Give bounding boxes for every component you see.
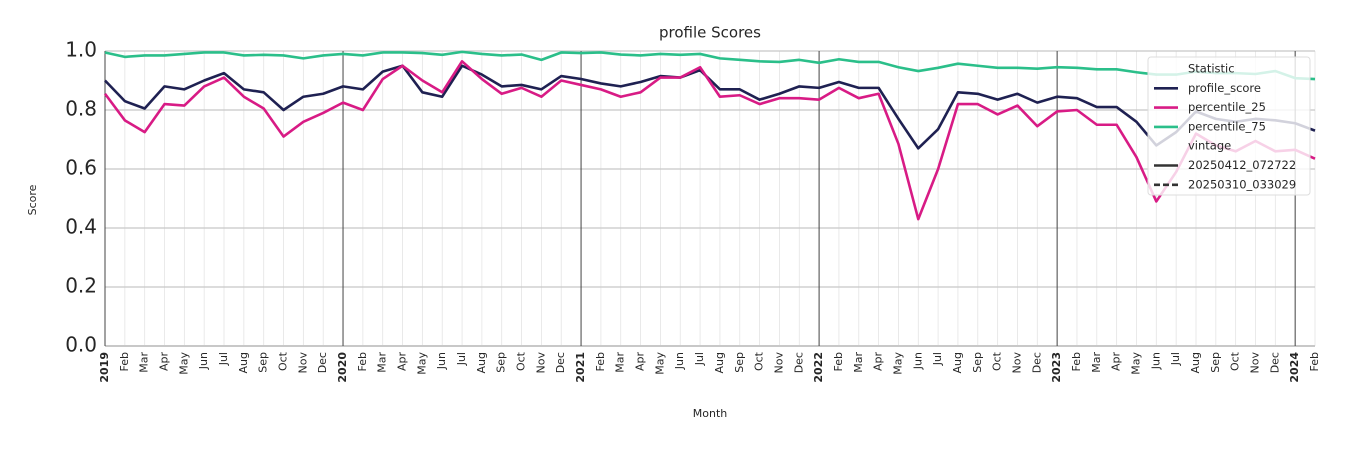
- x-tick-label: Apr: [872, 352, 885, 372]
- y-tick-label: 1.0: [65, 38, 97, 62]
- x-tick-label: Dec: [554, 352, 567, 373]
- x-tick-label: Jun: [673, 352, 686, 370]
- legend-label: percentile_25: [1188, 100, 1266, 114]
- y-tick-label: 0.4: [65, 215, 97, 239]
- x-tick-label: Mar: [852, 352, 865, 373]
- x-tick-label: Oct: [991, 351, 1004, 371]
- x-tick-label: Dec: [1268, 352, 1281, 373]
- x-tick-label: Feb: [1308, 352, 1321, 371]
- x-tick-label: Aug: [951, 352, 964, 373]
- x-tick-label: 2022: [812, 352, 825, 383]
- legend-label: percentile_75: [1188, 119, 1266, 133]
- x-tick-label: May: [891, 352, 904, 375]
- chart-title: profile Scores: [659, 24, 761, 42]
- x-tick-label: Jun: [197, 352, 210, 370]
- x-tick-label: May: [177, 352, 190, 375]
- x-tick-label: Mar: [614, 352, 627, 373]
- x-tick-label: Feb: [832, 352, 845, 371]
- x-tick-label: Oct: [515, 351, 528, 371]
- x-tick-label: Oct: [753, 351, 766, 371]
- x-tick-label: Mar: [1090, 352, 1103, 373]
- x-axis-label: Month: [693, 407, 728, 420]
- x-tick-label: Mar: [376, 352, 389, 373]
- x-tick-label: Nov: [296, 352, 309, 374]
- x-tick-label: Sep: [495, 352, 508, 373]
- x-tick-label: Sep: [1209, 352, 1222, 373]
- x-tick-label: Nov: [534, 352, 547, 374]
- x-tick-label: Dec: [792, 352, 805, 373]
- x-tick-label: Oct: [277, 351, 290, 371]
- x-tick-label: Oct: [1229, 351, 1242, 371]
- x-tick-label: Jul: [217, 352, 230, 366]
- legend-title: Statistic: [1188, 62, 1235, 76]
- x-tick-label: Sep: [257, 352, 270, 373]
- x-tick-label: Nov: [772, 352, 785, 374]
- x-tick-label: Feb: [1070, 352, 1083, 371]
- x-tick-label: Jul: [931, 352, 944, 366]
- x-tick-label: Aug: [475, 352, 488, 373]
- x-tick-label: Jul: [1169, 352, 1182, 366]
- x-tick-label: Mar: [138, 352, 151, 373]
- x-tick-label: 2019: [98, 352, 111, 383]
- x-tick-label: 2020: [336, 352, 349, 383]
- series-line: [104, 64, 1316, 150]
- x-tick-label: May: [1129, 352, 1142, 375]
- y-tick-label: 0.0: [65, 333, 97, 357]
- x-tick-label: Feb: [356, 352, 369, 371]
- y-tick-label: 0.8: [65, 97, 97, 121]
- y-axis-label: Score: [26, 184, 39, 215]
- x-tick-label: Jul: [455, 352, 468, 366]
- legend-label: 20250310_033029: [1188, 177, 1296, 191]
- series-line: [103, 60, 1316, 221]
- legend-label: 20250412_072722: [1188, 158, 1296, 172]
- x-tick-label: Nov: [1010, 352, 1023, 374]
- x-tick-label: Dec: [316, 352, 329, 373]
- x-tick-label: Apr: [396, 352, 409, 372]
- y-tick-label: 0.6: [65, 156, 97, 180]
- x-tick-label: Jun: [911, 352, 924, 370]
- x-tick-label: 2023: [1050, 352, 1063, 383]
- x-tick-label: Feb: [594, 352, 607, 371]
- x-tick-label: Apr: [158, 352, 171, 372]
- legend-title: vintage: [1188, 139, 1231, 153]
- x-tick-label: Dec: [1030, 352, 1043, 373]
- x-tick-label: Feb: [118, 352, 131, 371]
- x-tick-label: 2021: [574, 352, 587, 383]
- x-tick-label: Aug: [237, 352, 250, 373]
- y-tick-label: 0.2: [65, 274, 97, 298]
- x-tick-label: Aug: [713, 352, 726, 373]
- x-tick-label: May: [415, 352, 428, 375]
- x-tick-label: 2024: [1288, 352, 1301, 383]
- legend-box: [1147, 56, 1311, 196]
- series-line: [104, 50, 1316, 81]
- x-tick-label: May: [653, 352, 666, 375]
- legend-label: profile_score: [1188, 81, 1261, 95]
- x-tick-label: Jun: [435, 352, 448, 370]
- x-tick-label: Nov: [1248, 352, 1261, 374]
- x-tick-label: Apr: [634, 352, 647, 372]
- x-tick-label: Sep: [733, 352, 746, 373]
- x-tick-label: Aug: [1189, 352, 1202, 373]
- x-tick-label: Jul: [693, 352, 706, 366]
- x-tick-label: Apr: [1110, 352, 1123, 372]
- x-tick-label: Jun: [1149, 352, 1162, 370]
- x-tick-label: Sep: [971, 352, 984, 373]
